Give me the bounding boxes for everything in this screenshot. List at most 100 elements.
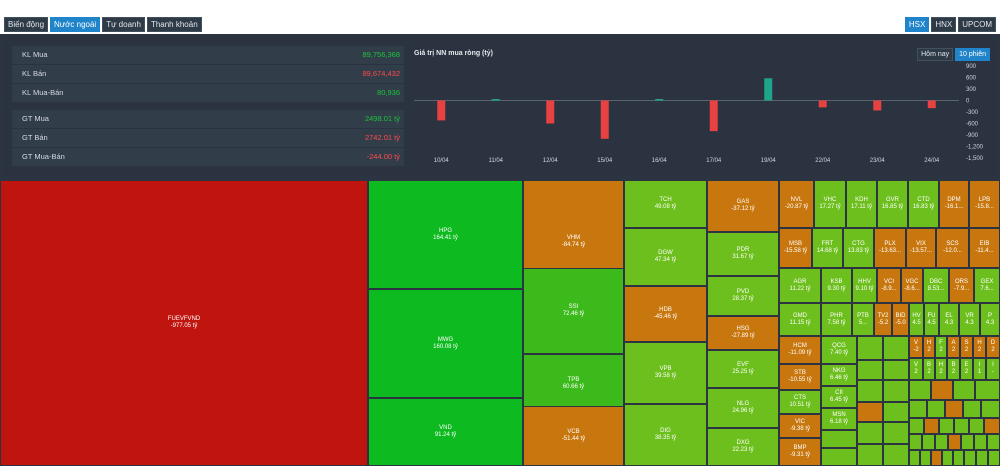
- treemap-mini-cell[interactable]: [883, 402, 909, 422]
- treemap-cell-vgc[interactable]: VGC -8.6...: [901, 268, 923, 303]
- treemap-mini-cell[interactable]: [942, 450, 953, 466]
- treemap-cell-phr[interactable]: PHR 7.58 tỷ: [821, 303, 852, 336]
- treemap-mini-cell[interactable]: [984, 418, 1000, 434]
- bar-15/04[interactable]: [600, 100, 609, 139]
- treemap-cell-gvr[interactable]: GVR 16.85 tỷ: [877, 180, 908, 228]
- treemap-mini-cell[interactable]: [909, 380, 931, 400]
- range-10-sessions-button[interactable]: 10 phiên: [955, 48, 990, 61]
- treemap-mini-cell[interactable]: [883, 336, 909, 360]
- treemap-mini-cell[interactable]: [857, 422, 883, 444]
- treemap-mini-cell[interactable]: [883, 444, 909, 466]
- treemap-mini-cell[interactable]: [953, 450, 964, 466]
- treemap-cell-mwg[interactable]: MWG 160.08 tỷ: [368, 289, 523, 398]
- treemap-mini-cell[interactable]: [909, 418, 924, 434]
- treemap-mini-cell[interactable]: [964, 450, 976, 466]
- treemap-cell-kdh[interactable]: KDH 17.11 tỷ: [846, 180, 877, 228]
- treemap-cell-bid[interactable]: BID -5.0: [892, 303, 909, 336]
- bar-10/04[interactable]: [437, 100, 446, 121]
- treemap-mini-cell[interactable]: [931, 450, 942, 466]
- treemap-small-cell[interactable]: I-: [986, 358, 1000, 380]
- treemap-mini-cell[interactable]: [821, 430, 857, 448]
- bar-11/04[interactable]: [491, 98, 500, 101]
- treemap-cell-gas[interactable]: GAS -37.12 tỷ: [707, 180, 779, 232]
- range-today-button[interactable]: Hôm nay: [917, 48, 954, 61]
- tab-bien-dong[interactable]: Biến động: [4, 17, 49, 32]
- treemap-cell-vcb[interactable]: VCB -51.44 tỷ: [523, 406, 624, 466]
- treemap-mini-cell[interactable]: [976, 450, 988, 466]
- bar-16/04[interactable]: [655, 98, 664, 101]
- treemap-cell-msb[interactable]: MSB -15.58 tỷ: [779, 228, 812, 268]
- treemap-cell-vhc[interactable]: VHC 17.27 tỷ: [814, 180, 846, 228]
- treemap-mini-cell[interactable]: [909, 450, 920, 466]
- treemap-mini-cell[interactable]: [857, 360, 883, 380]
- treemap-mini-cell[interactable]: [988, 450, 1000, 466]
- treemap-cell-ctg[interactable]: CTG 13.83 tỷ: [843, 228, 874, 268]
- treemap-cell-vix[interactable]: VIX -13.57...: [906, 228, 936, 268]
- treemap-cell-tpb[interactable]: TPB 60.66 tỷ: [523, 354, 624, 414]
- treemap-cell-ptb[interactable]: PTB 5...: [852, 303, 874, 336]
- treemap-mini-cell[interactable]: [987, 434, 1000, 450]
- treemap-mini-cell[interactable]: [974, 434, 987, 450]
- treemap-cell-ksb[interactable]: KSB 9.30 tỷ: [821, 268, 852, 303]
- treemap-mini-cell[interactable]: [963, 400, 981, 418]
- tab-hsx[interactable]: HSX: [904, 17, 930, 32]
- treemap-mini-cell[interactable]: [909, 434, 922, 450]
- treemap-cell-tch[interactable]: TCH 49.08 tỷ: [624, 180, 707, 228]
- treemap-cell-nkg[interactable]: NKG 6.46 tỷ: [821, 364, 857, 386]
- treemap-cell-tv2[interactable]: TV2 -5.2: [874, 303, 892, 336]
- treemap-mini-cell[interactable]: [883, 422, 909, 444]
- treemap-cell-pvd[interactable]: PVD 28.37 tỷ: [707, 276, 779, 316]
- treemap-mini-cell[interactable]: [931, 380, 953, 400]
- treemap-cell-nlg[interactable]: NLG 24.96 tỷ: [707, 388, 779, 428]
- treemap-cell-hv[interactable]: HV 4.5: [909, 303, 924, 336]
- treemap-mini-cell[interactable]: [922, 434, 935, 450]
- treemap-mini-cell[interactable]: [909, 400, 927, 418]
- treemap-mini-cell[interactable]: [975, 380, 1000, 400]
- treemap-cell-nvl[interactable]: NVL -20.87 tỷ: [779, 180, 814, 228]
- bar-19/04[interactable]: [764, 78, 773, 101]
- treemap-mini-cell[interactable]: [969, 418, 984, 434]
- treemap-cell-hdb[interactable]: HDB -45.46 tỷ: [624, 286, 707, 342]
- treemap-cell-msn[interactable]: MSN 6.18 tỷ: [821, 408, 857, 430]
- treemap-cell-vic[interactable]: VIC -9.38 tỷ: [779, 414, 821, 438]
- treemap-cell-fuevfvnd[interactable]: FUEVFVND -977.05 tỷ: [0, 180, 368, 466]
- treemap-mini-cell[interactable]: [948, 434, 961, 450]
- treemap-cell-eib[interactable]: EIB -11.4...: [969, 228, 1000, 268]
- treemap-mini-cell[interactable]: [857, 402, 883, 422]
- treemap-mini-cell[interactable]: [920, 450, 931, 466]
- tab-thanh-khoan[interactable]: Thanh khoản: [146, 17, 202, 32]
- treemap-mini-cell[interactable]: [954, 418, 969, 434]
- treemap-mini-cell[interactable]: [927, 400, 945, 418]
- treemap-cell-vnd[interactable]: VND 91.24 tỷ: [368, 398, 523, 466]
- treemap-cell-dxg[interactable]: DXG 22.23 tỷ: [707, 428, 779, 466]
- treemap-cell-frt[interactable]: FRT 14.68 tỷ: [812, 228, 843, 268]
- treemap-small-cell[interactable]: V -2: [909, 336, 923, 358]
- bar-17/04[interactable]: [709, 100, 718, 132]
- treemap-cell-gmd[interactable]: GMD 11.15 tỷ: [779, 303, 821, 336]
- tab-nuoc-ngoai[interactable]: Nước ngoài: [50, 17, 101, 32]
- tab-tu-doanh[interactable]: Tự doanh: [102, 17, 145, 32]
- treemap-cell-vpb[interactable]: VPB 39.58 tỷ: [624, 342, 707, 404]
- bar-12/04[interactable]: [546, 100, 555, 124]
- treemap-mini-cell[interactable]: [981, 400, 1000, 418]
- treemap-cell-ssi[interactable]: SSI 72.46 tỷ: [523, 268, 624, 354]
- treemap-cell-ors[interactable]: ORS -7.9...: [949, 268, 974, 303]
- treemap-cell-evf[interactable]: EVF 25.25 tỷ: [707, 350, 779, 388]
- treemap-cell-p[interactable]: P 4.3: [980, 303, 1000, 336]
- treemap-cell-fu[interactable]: FU 4.5: [924, 303, 939, 336]
- bar-24/04[interactable]: [927, 100, 936, 109]
- treemap-mini-cell[interactable]: [961, 434, 974, 450]
- treemap-mini-cell[interactable]: [883, 380, 909, 402]
- treemap-cell-dig[interactable]: DIG 38.35 tỷ: [624, 404, 707, 466]
- treemap-mini-cell[interactable]: [857, 380, 883, 402]
- treemap-cell-dbc[interactable]: DBC 8.53...: [923, 268, 949, 303]
- treemap-cell-ctd[interactable]: CTD 16.83 tỷ: [908, 180, 939, 228]
